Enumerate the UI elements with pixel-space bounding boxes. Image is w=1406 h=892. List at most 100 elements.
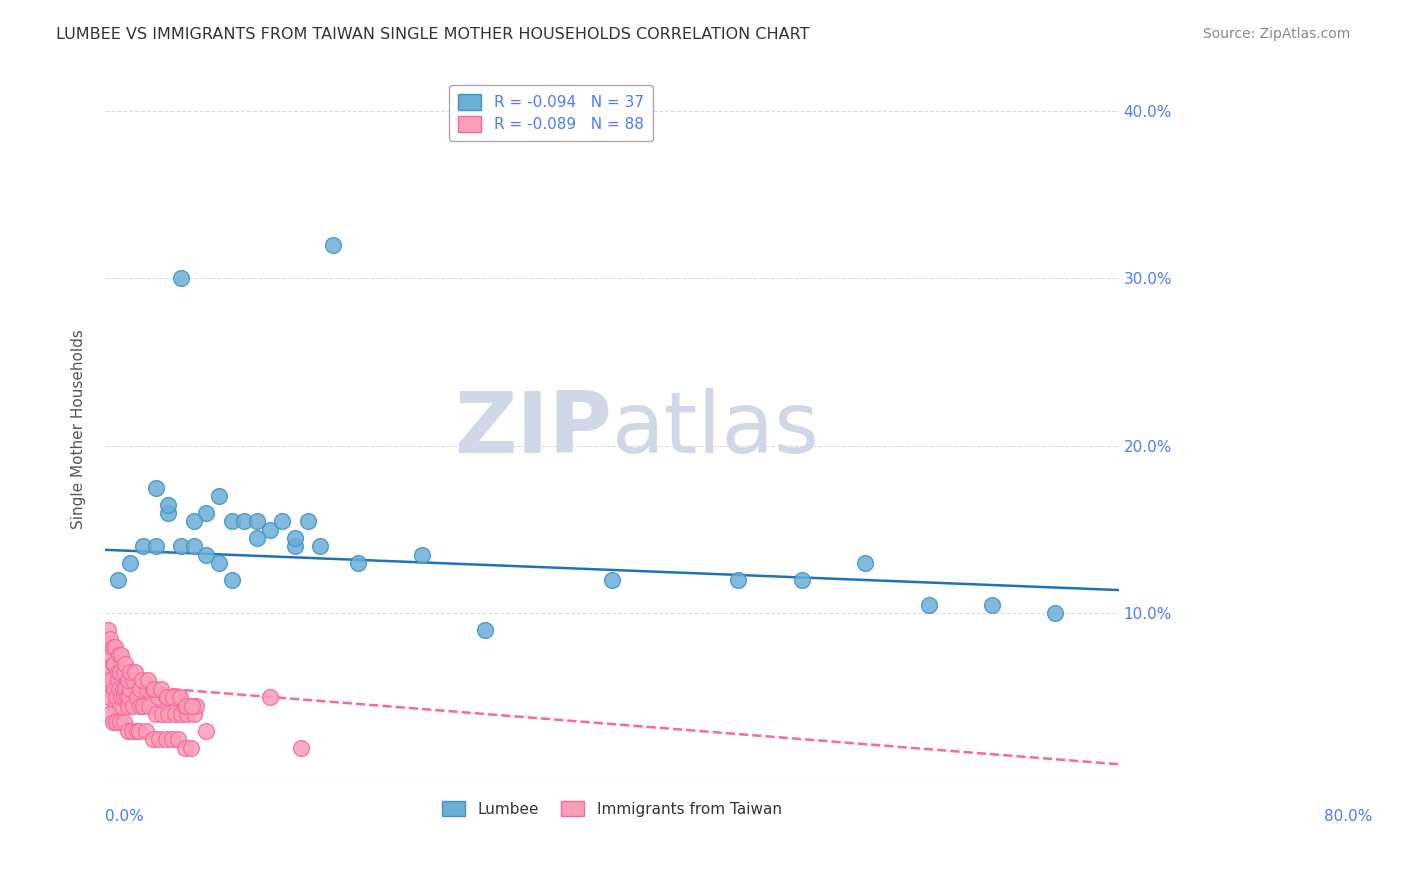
Point — [124, 665, 146, 679]
Point — [108, 698, 131, 713]
Point — [347, 556, 370, 570]
Point — [173, 740, 195, 755]
Point — [157, 506, 180, 520]
Point — [148, 690, 170, 705]
Point — [183, 514, 205, 528]
Point — [110, 690, 132, 705]
Point — [112, 665, 135, 679]
Point — [136, 673, 159, 688]
Point — [105, 690, 128, 705]
Point — [107, 665, 129, 679]
Point — [208, 489, 231, 503]
Point — [170, 540, 193, 554]
Point — [100, 673, 122, 688]
Point — [181, 698, 204, 713]
Point — [104, 640, 127, 654]
Point — [284, 540, 307, 554]
Point — [290, 740, 312, 755]
Point — [108, 648, 131, 663]
Point — [117, 723, 139, 738]
Point — [790, 573, 813, 587]
Point — [108, 681, 131, 696]
Point — [322, 238, 344, 252]
Point — [917, 598, 939, 612]
Point — [1045, 607, 1067, 621]
Point — [129, 681, 152, 696]
Point — [411, 548, 433, 562]
Point — [128, 723, 150, 738]
Point — [208, 556, 231, 570]
Point — [284, 531, 307, 545]
Point — [98, 665, 121, 679]
Point — [173, 698, 195, 713]
Point — [96, 624, 118, 638]
Point — [259, 523, 281, 537]
Point — [103, 681, 125, 696]
Point — [183, 540, 205, 554]
Point — [167, 690, 190, 705]
Point — [142, 732, 165, 747]
Point — [145, 540, 167, 554]
Point — [97, 690, 120, 705]
Point — [114, 657, 136, 671]
Point — [600, 573, 623, 587]
Point — [180, 740, 202, 755]
Point — [980, 598, 1002, 612]
Point — [129, 698, 152, 713]
Point — [195, 548, 218, 562]
Point — [143, 681, 166, 696]
Point — [103, 657, 125, 671]
Point — [105, 715, 128, 730]
Point — [107, 573, 129, 587]
Point — [150, 706, 173, 721]
Point — [97, 706, 120, 721]
Point — [135, 723, 157, 738]
Point — [157, 498, 180, 512]
Legend: Lumbee, Immigrants from Taiwan: Lumbee, Immigrants from Taiwan — [436, 795, 787, 822]
Point — [474, 624, 496, 638]
Point — [120, 556, 142, 570]
Point — [170, 706, 193, 721]
Point — [114, 681, 136, 696]
Point — [145, 481, 167, 495]
Point — [120, 681, 142, 696]
Point — [186, 698, 208, 713]
Point — [108, 665, 131, 679]
Text: ZIP: ZIP — [454, 388, 612, 471]
Point — [125, 690, 148, 705]
Point — [132, 540, 155, 554]
Point — [132, 698, 155, 713]
Point — [167, 732, 190, 747]
Point — [297, 514, 319, 528]
Point — [160, 690, 183, 705]
Point — [97, 640, 120, 654]
Text: atlas: atlas — [612, 388, 820, 471]
Point — [100, 648, 122, 663]
Point — [174, 698, 197, 713]
Point — [121, 723, 143, 738]
Point — [156, 690, 179, 705]
Point — [115, 690, 138, 705]
Point — [121, 673, 143, 688]
Point — [309, 540, 332, 554]
Point — [145, 706, 167, 721]
Point — [727, 573, 749, 587]
Point — [148, 732, 170, 747]
Text: 80.0%: 80.0% — [1323, 809, 1372, 824]
Point — [98, 632, 121, 646]
Point — [221, 514, 243, 528]
Text: Source: ZipAtlas.com: Source: ZipAtlas.com — [1202, 27, 1350, 41]
Point — [149, 681, 172, 696]
Point — [118, 690, 141, 705]
Point — [180, 698, 202, 713]
Text: 0.0%: 0.0% — [105, 809, 143, 824]
Point — [138, 698, 160, 713]
Point — [117, 698, 139, 713]
Point — [110, 648, 132, 663]
Point — [163, 706, 186, 721]
Point — [853, 556, 876, 570]
Point — [221, 573, 243, 587]
Point — [246, 531, 269, 545]
Point — [233, 514, 256, 528]
Point — [112, 690, 135, 705]
